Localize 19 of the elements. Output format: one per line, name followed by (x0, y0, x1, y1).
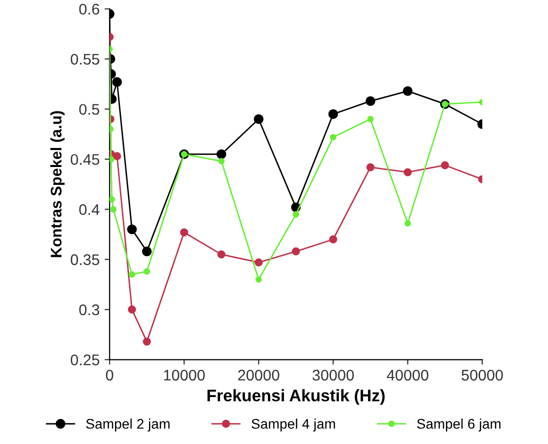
y-tick-label: 0.35 (70, 254, 100, 266)
legend-label: Sampel 2 jam (86, 418, 170, 432)
y-tick-label: 0.6 (79, 4, 100, 15)
x-axis-title: Frekuensi Akustik (Hz) (208, 389, 385, 405)
x-tick-label: 10000 (164, 370, 205, 381)
legend-label: Sampel 4 jam (252, 418, 335, 432)
x-tick-label: 40000 (386, 370, 428, 381)
x-tick-label: 0 (106, 370, 114, 381)
y-tick-label: 0.5 (79, 104, 100, 115)
y-tick-label: 0.3 (79, 304, 100, 316)
y-tick-label: 0.4 (79, 204, 100, 215)
y-tick-label: 0.25 (70, 354, 100, 366)
y-axis-title: Kontras Spekel (a.u) (50, 111, 65, 258)
y-tick-label: 0.45 (70, 154, 100, 165)
x-tick-label: 30000 (312, 370, 354, 381)
x-tick-label: 50000 (462, 370, 503, 381)
y-tick-label: 0.55 (70, 54, 100, 65)
x-tick-label: 20000 (238, 370, 280, 381)
legend-label: Sampel 6 jam (417, 418, 500, 432)
